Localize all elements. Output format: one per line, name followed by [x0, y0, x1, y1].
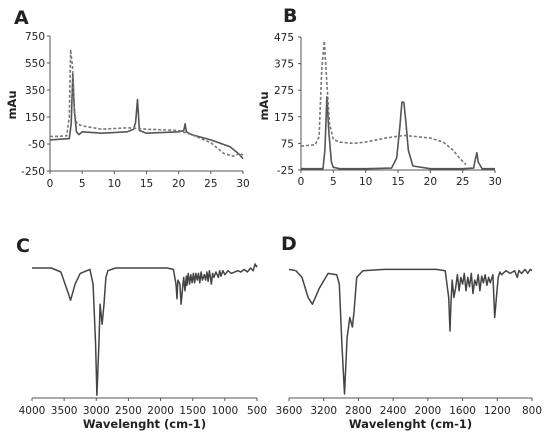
y-axis-title: mAu	[257, 91, 271, 120]
y-tick-label: 475	[274, 32, 294, 44]
x-tick-label: 800	[522, 405, 542, 417]
x-tick-label: 20	[172, 178, 185, 190]
x-tick-label: 5	[79, 178, 86, 190]
x-tick-label: 2800	[345, 405, 372, 417]
y-tick-label: 550	[25, 58, 45, 70]
x-tick-label: 3000	[83, 405, 110, 417]
x-tick-label: 1600	[449, 405, 476, 417]
x-tick-label: 2400	[380, 405, 407, 417]
panel-c: C 4000 3500 3000 2500 2000 1500 1000 500 Waveleng…	[16, 235, 267, 431]
x-tick-label: 15	[140, 178, 153, 190]
panel-letter: A	[14, 7, 29, 29]
x-tick-label: 0	[298, 176, 305, 188]
y-tick-label: 375	[274, 59, 294, 71]
y-tick-label: 350	[25, 85, 45, 97]
x-axis-title: Wavelenght (cm-1)	[83, 417, 206, 431]
x-tick-label: 1200	[484, 405, 511, 417]
panel-letter: C	[16, 235, 30, 257]
x-tick-label: 30	[488, 176, 501, 188]
x-tick-label: 15	[391, 176, 404, 188]
panel-letter: B	[283, 5, 297, 27]
x-tick-label: 0	[47, 178, 54, 190]
y-tick-label: -250	[21, 166, 45, 178]
x-tick-label: 4000	[19, 405, 46, 417]
x-tick-label: 3500	[51, 405, 78, 417]
y-tick-label: 275	[274, 85, 294, 97]
x-tick-label: 3200	[310, 405, 337, 417]
panel-a: A 0 5 10 15 20 25 30 750 550 350 150 -50 -250 mAu	[5, 7, 250, 190]
x-tick-label: 2000	[147, 405, 174, 417]
x-axis-title: Wavelenght (cm-1)	[349, 417, 472, 431]
y-tick-label: 750	[25, 31, 45, 43]
x-tick-label: 3600	[276, 405, 303, 417]
x-tick-label: 5	[330, 176, 337, 188]
y-tick-label: 75	[281, 138, 294, 150]
y-tick-label: -25	[277, 165, 294, 177]
series-line-solid	[49, 73, 244, 160]
x-tick-label: 25	[204, 178, 217, 190]
x-tick-label: 25	[456, 176, 469, 188]
x-tick-label: 30	[236, 178, 249, 190]
panel-letter: D	[281, 233, 297, 255]
y-tick-label: 175	[274, 112, 294, 124]
series-line-dashed	[300, 40, 467, 166]
x-tick-label: 10	[108, 178, 121, 190]
panel-d: D 3600 3200 2800 2400 2000 1600 1200 800 Waveleng…	[276, 233, 542, 431]
y-tick-label: 150	[25, 112, 45, 124]
x-tick-label: 20	[424, 176, 437, 188]
y-tick-label: -50	[28, 139, 45, 151]
x-tick-label: 2000	[414, 405, 441, 417]
y-axis-title: mAu	[5, 90, 19, 119]
x-tick-label: 1500	[179, 405, 206, 417]
x-tick-label: 10	[359, 176, 372, 188]
series-line-solid	[288, 268, 533, 395]
series-line-dashed	[49, 48, 244, 157]
x-tick-label: 500	[247, 405, 267, 417]
series-line-solid	[32, 263, 258, 397]
panel-b: B 0 5 10 15 20 25 30 475 375 275 175 75 -25 mAu	[257, 5, 502, 188]
x-tick-label: 2500	[115, 405, 142, 417]
x-tick-label: 1000	[211, 405, 238, 417]
series-line-solid	[301, 96, 495, 170]
